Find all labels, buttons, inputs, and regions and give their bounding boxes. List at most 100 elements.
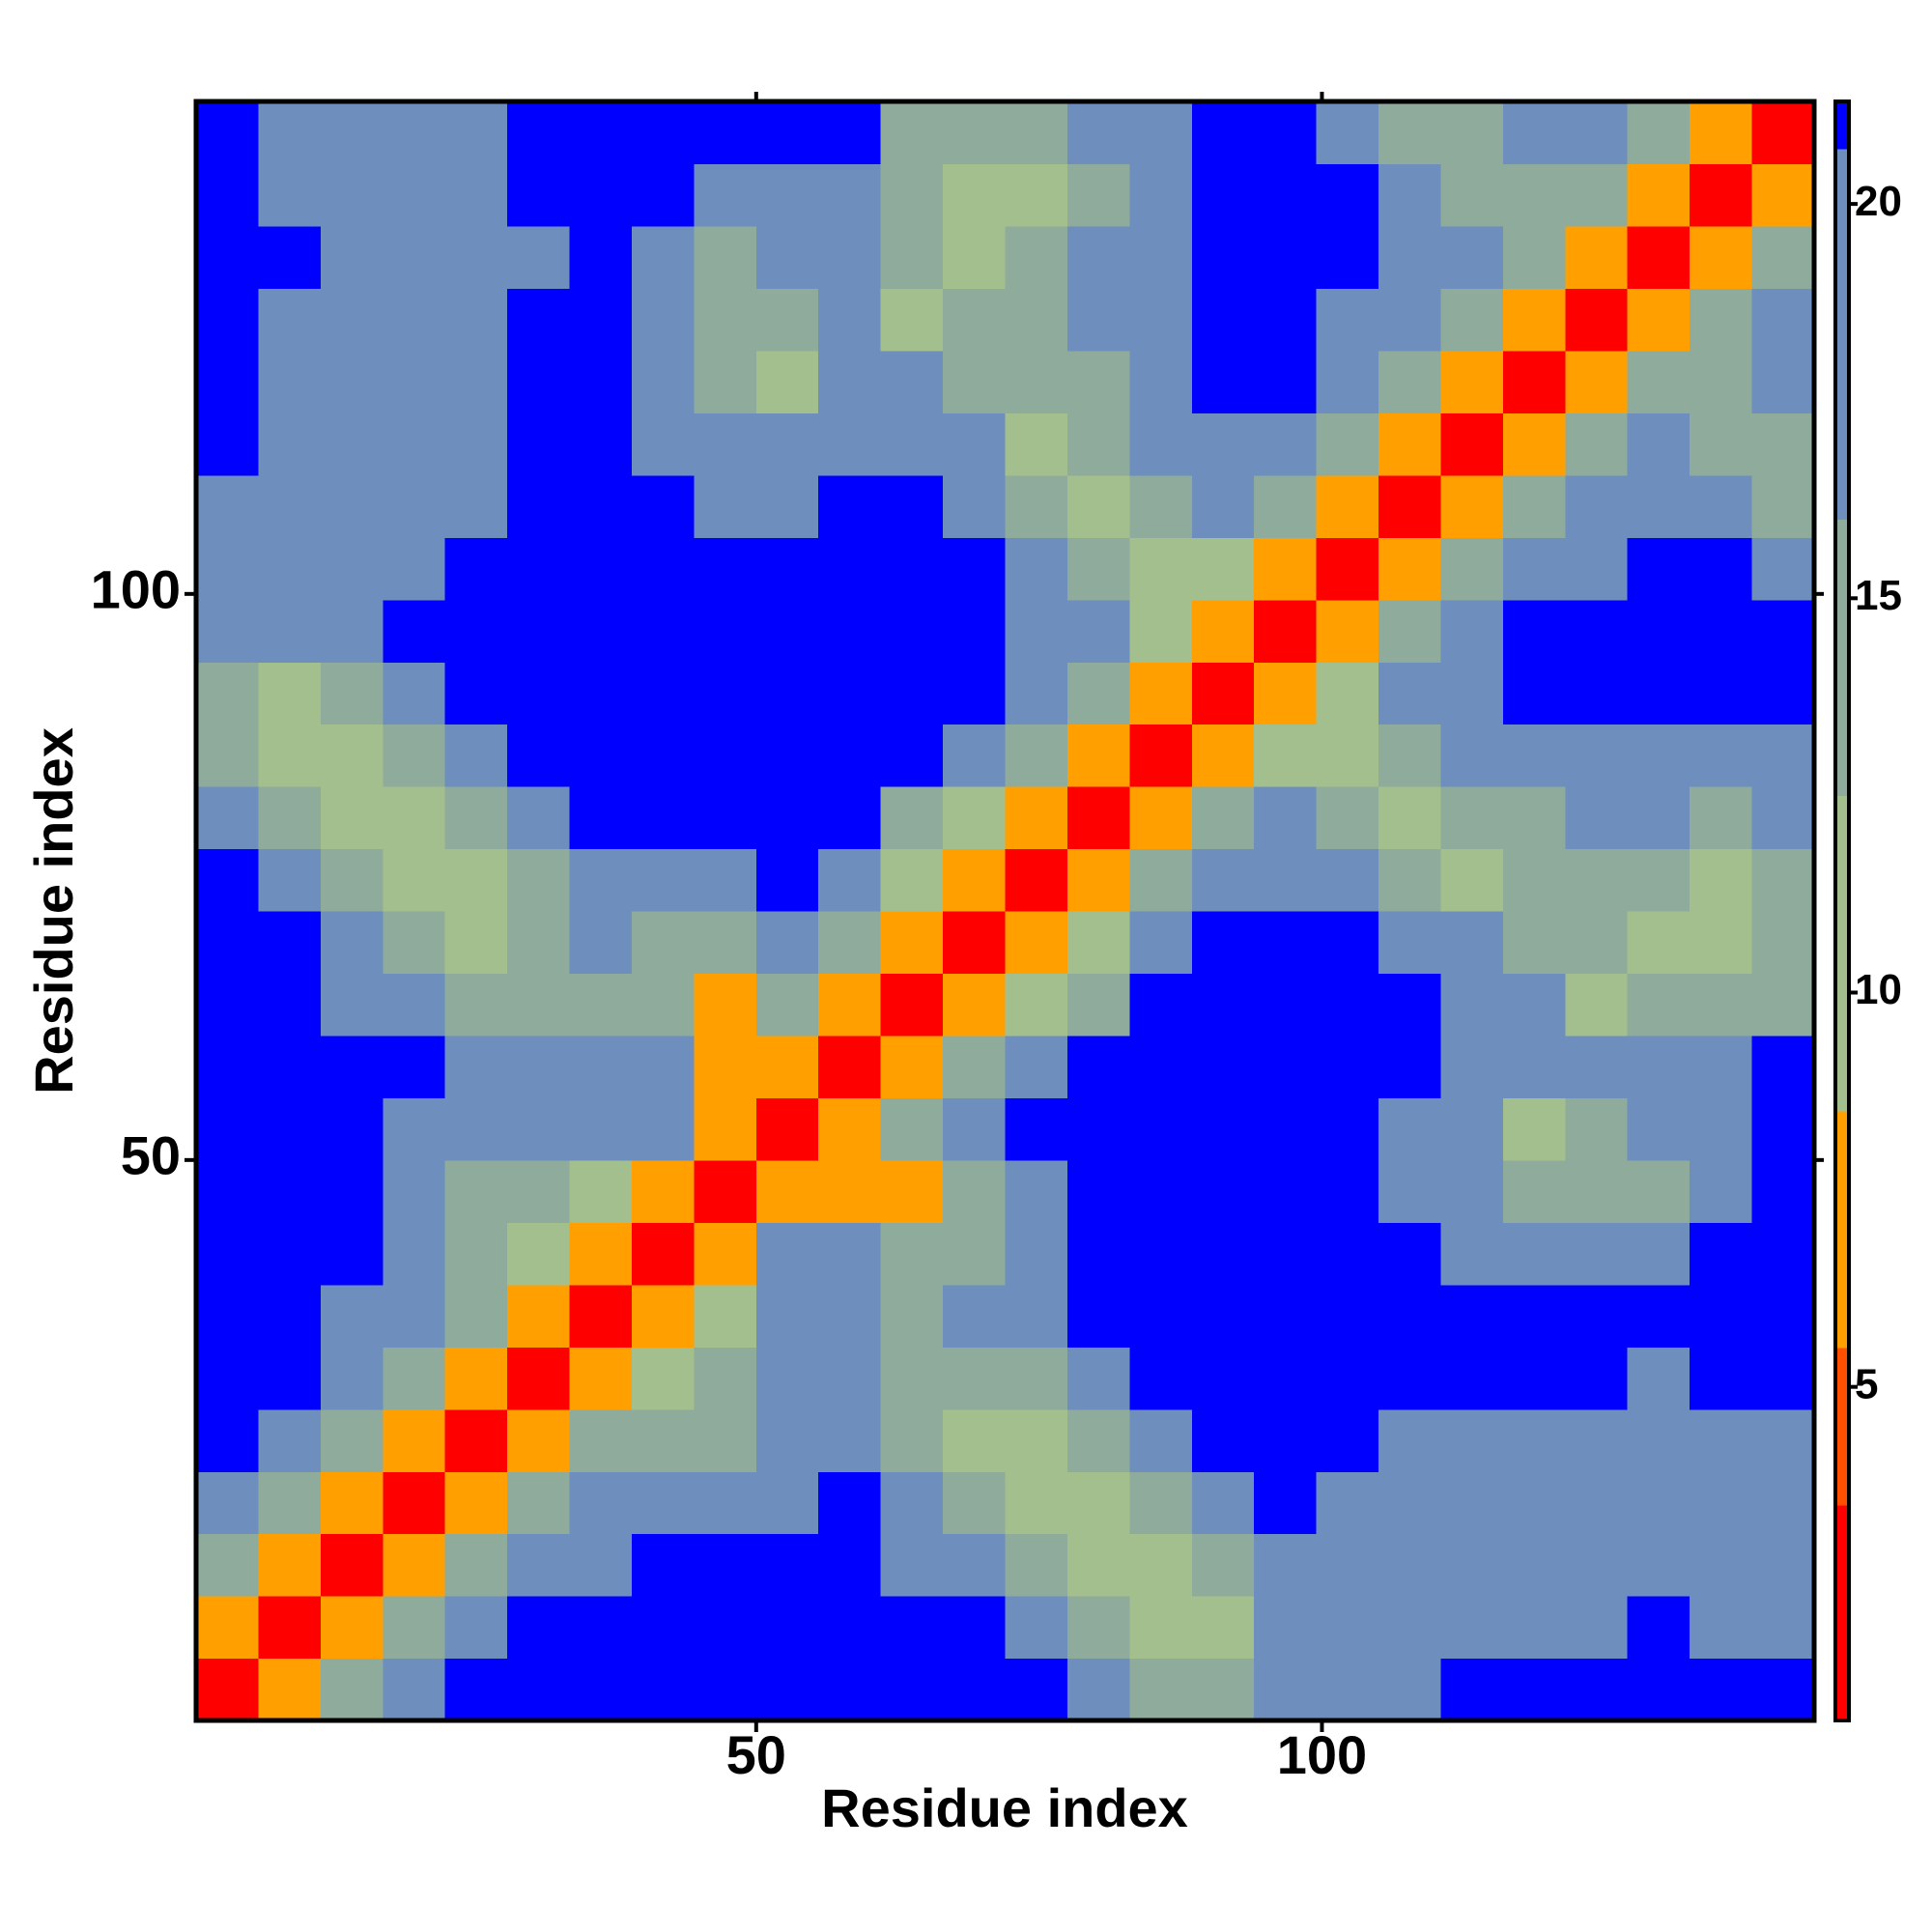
- heatmap-cell: [1316, 1159, 1379, 1223]
- heatmap-cell: [1378, 1533, 1442, 1597]
- heatmap-cell: [1690, 1596, 1753, 1660]
- heatmap-cell: [569, 911, 633, 975]
- heatmap-cell: [755, 225, 819, 289]
- heatmap-cell: [383, 1596, 446, 1660]
- heatmap-cell: [569, 1596, 633, 1660]
- heatmap-cell: [1066, 1097, 1130, 1161]
- heatmap-cell: [383, 101, 446, 165]
- heatmap-cell: [569, 599, 633, 663]
- heatmap-cell: [383, 474, 446, 538]
- heatmap-cell: [444, 786, 508, 850]
- heatmap-cell: [1378, 1222, 1442, 1286]
- x-tick-label: 100: [1277, 1724, 1367, 1785]
- heatmap-cell: [507, 1533, 571, 1597]
- heatmap-cell: [1690, 724, 1753, 787]
- heatmap-cell: [1565, 350, 1629, 413]
- heatmap-cell: [694, 1408, 757, 1472]
- heatmap-cell: [1066, 288, 1130, 352]
- heatmap-cell: [694, 350, 757, 413]
- heatmap-cell: [1316, 1097, 1379, 1161]
- heatmap-cell: [943, 225, 1007, 289]
- heatmap-cell: [1191, 474, 1255, 538]
- heatmap-cell: [1565, 1533, 1629, 1597]
- heatmap-cell: [631, 1035, 695, 1098]
- heatmap-cell: [880, 537, 944, 601]
- heatmap-cell: [880, 350, 944, 413]
- heatmap-cell: [880, 288, 944, 352]
- heatmap-cell: [1627, 1658, 1690, 1721]
- heatmap-cell: [1502, 412, 1566, 476]
- heatmap-cell: [1191, 1347, 1255, 1410]
- heatmap-cell: [1254, 973, 1318, 1037]
- y-axis-title: Residue index: [23, 727, 84, 1094]
- heatmap-cell: [444, 1533, 508, 1597]
- heatmap-cell: [320, 786, 384, 850]
- heatmap-cell: [258, 1035, 322, 1098]
- heatmap-cell: [755, 350, 819, 413]
- heatmap-cell: [1502, 1596, 1566, 1660]
- heatmap-cell: [631, 662, 695, 725]
- heatmap-cell: [1191, 1596, 1255, 1660]
- heatmap-cell: [1254, 1159, 1318, 1223]
- heatmap-cell: [1005, 1596, 1068, 1660]
- heatmap-cell: [1066, 101, 1130, 165]
- heatmap-cell: [880, 848, 944, 912]
- heatmap-cell: [507, 537, 571, 601]
- heatmap-cell: [1502, 1284, 1566, 1348]
- heatmap-cell: [1378, 474, 1442, 538]
- heatmap-cell: [1316, 474, 1379, 538]
- heatmap-cell: [569, 973, 633, 1037]
- heatmap-cell: [1751, 1035, 1815, 1098]
- heatmap-cell: [1191, 724, 1255, 787]
- heatmap-cell: [569, 1159, 633, 1223]
- heatmap-cell: [1191, 786, 1255, 850]
- heatmap-cell: [818, 537, 882, 601]
- heatmap-cell: [1191, 412, 1255, 476]
- heatmap-cell: [1440, 537, 1504, 601]
- heatmap-cell: [943, 412, 1007, 476]
- heatmap-cell: [196, 848, 260, 912]
- heatmap-cell: [631, 1159, 695, 1223]
- heatmap-cell: [1440, 288, 1504, 352]
- heatmap-cell: [258, 1658, 322, 1721]
- heatmap-cell: [1690, 1097, 1753, 1161]
- heatmap-cell: [1129, 848, 1193, 912]
- heatmap-cell: [818, 1471, 882, 1535]
- heatmap-cell: [1316, 599, 1379, 663]
- heatmap-cell: [569, 1471, 633, 1535]
- heatmap-cell: [1502, 1658, 1566, 1721]
- heatmap-cell: [755, 1347, 819, 1410]
- heatmap-cell: [320, 412, 384, 476]
- heatmap-cell: [1627, 1222, 1690, 1286]
- heatmap-cell: [1627, 1097, 1690, 1161]
- heatmap-cell: [1502, 225, 1566, 289]
- colorbar-tick-label: 5: [1855, 1360, 1878, 1407]
- heatmap-cell: [444, 1658, 508, 1721]
- heatmap-cell: [320, 1347, 384, 1410]
- heatmap-cell: [1378, 1097, 1442, 1161]
- heatmap-cell: [258, 412, 322, 476]
- heatmap-cell: [196, 786, 260, 850]
- heatmap-cell: [1005, 911, 1068, 975]
- heatmap-cell: [880, 1471, 944, 1535]
- heatmap-cell: [1502, 537, 1566, 601]
- heatmap-cell: [1565, 848, 1629, 912]
- heatmap-cell: [1316, 1596, 1379, 1660]
- heatmap-cell: [196, 1471, 260, 1535]
- heatmap-cell: [320, 288, 384, 352]
- heatmap-cell: [1751, 1658, 1815, 1721]
- heatmap-cell: [1751, 101, 1815, 165]
- heatmap-cell: [507, 1222, 571, 1286]
- heatmap-cell: [258, 911, 322, 975]
- heatmap-cell: [258, 1284, 322, 1348]
- heatmap-cell: [569, 412, 633, 476]
- heatmap-cell: [631, 163, 695, 227]
- heatmap-cell: [1690, 911, 1753, 975]
- heatmap-cell: [818, 786, 882, 850]
- heatmap-cell: [1066, 1159, 1130, 1223]
- heatmap-cell: [1378, 848, 1442, 912]
- heatmap-cell: [1129, 1658, 1193, 1721]
- heatmap-cell: [1502, 1159, 1566, 1223]
- heatmap-cell: [1316, 1347, 1379, 1410]
- heatmap-cell: [1129, 350, 1193, 413]
